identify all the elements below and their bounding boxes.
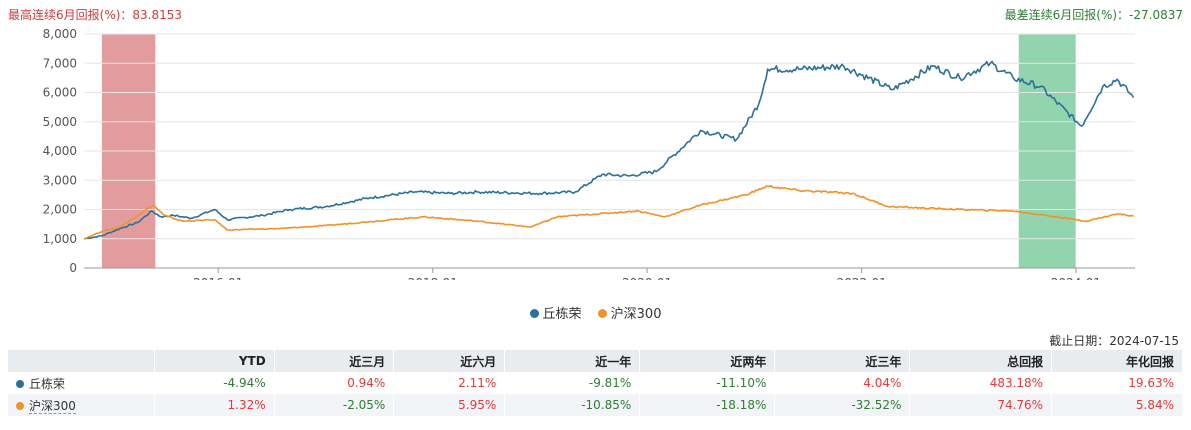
x-tick-label: 2020-01 <box>622 276 672 280</box>
row-name-cell: 沪深300 <box>8 394 155 416</box>
row-dot-index <box>16 401 24 410</box>
x-tick-label: 2022-01 <box>837 276 887 280</box>
x-tick-label: 2018-01 <box>408 276 458 280</box>
table-cell: -9.81% <box>504 372 641 394</box>
y-tick-label: 6,000 <box>43 86 77 100</box>
table-cell: -32.52% <box>774 394 911 416</box>
chart-legend: 丘栋荣 沪深300 <box>0 303 1191 322</box>
table-cell: 5.95% <box>393 394 506 416</box>
col-ytd: YTD <box>154 350 275 372</box>
as-of-date: 截止日期：2024-07-15 <box>1049 334 1179 348</box>
row-name-manager[interactable]: 丘栋荣 <box>29 376 66 391</box>
table-row: 沪深300 1.32% -2.05% 5.95% -10.85% -18.18%… <box>8 394 1183 416</box>
table-cell: -4.94% <box>154 372 275 394</box>
legend-dot-manager <box>529 309 539 318</box>
y-tick-label: 4,000 <box>43 144 77 158</box>
table-cell: 74.76% <box>909 394 1053 416</box>
series-line-manager <box>83 60 1135 240</box>
x-tick-label: 2024-01 <box>1051 276 1101 280</box>
row-name-index[interactable]: 沪深300 <box>29 398 76 414</box>
row-name-cell: 丘栋荣 <box>8 372 155 394</box>
table-cell: -10.85% <box>504 394 641 416</box>
table-cell: -18.18% <box>639 394 776 416</box>
table-row: 丘栋荣 -4.94% 0.94% 2.11% -9.81% -11.10% 4.… <box>8 372 1183 394</box>
col-1y: 近一年 <box>504 350 641 372</box>
table-cell: -2.05% <box>274 394 395 416</box>
best-6m-return-label: 最高连续6月回报(%)：83.8153 <box>8 8 183 22</box>
table-cell: 5.84% <box>1051 394 1183 416</box>
col-2y: 近两年 <box>639 350 776 372</box>
x-tick-label: 2016-01 <box>193 276 243 280</box>
legend-label-manager: 丘栋荣 <box>542 307 582 322</box>
y-tick-label: 3,000 <box>43 173 77 187</box>
table-header-name <box>8 350 155 372</box>
table-cell: 1.32% <box>154 394 275 416</box>
y-tick-label: 8,000 <box>43 27 77 41</box>
row-dot-manager <box>16 379 24 388</box>
col-total: 总回报 <box>909 350 1053 372</box>
y-tick-label: 7,000 <box>43 56 77 70</box>
table-header-row: YTD 近三月 近六月 近一年 近两年 近三年 总回报 年化回报 <box>8 350 1183 372</box>
legend-label-index: 沪深300 <box>610 307 662 322</box>
performance-table: YTD 近三月 近六月 近一年 近两年 近三年 总回报 年化回报 丘栋荣 -4.… <box>8 350 1183 416</box>
series-line-index <box>83 185 1134 240</box>
table-cell: 4.04% <box>774 372 911 394</box>
y-tick-label: 1,000 <box>43 232 77 246</box>
y-tick-label: 2,000 <box>43 203 77 217</box>
table-cell: 0.94% <box>274 372 395 394</box>
line-chart: 0 1,000 2,000 3,000 4,000 5,000 6,000 7,000 8,00… <box>43 27 1135 280</box>
legend-dot-index <box>597 309 607 318</box>
legend-item-manager[interactable]: 丘栋荣 <box>529 303 582 322</box>
y-tick-label: 5,000 <box>43 115 77 129</box>
table-cell: 19.63% <box>1051 372 1183 394</box>
col-3m: 近三月 <box>274 350 395 372</box>
col-6m: 近六月 <box>393 350 506 372</box>
table-cell: -11.10% <box>639 372 776 394</box>
worst-6m-return-label: 最差连续6月回报(%)：-27.0837 <box>1004 8 1183 22</box>
col-annualized: 年化回报 <box>1051 350 1183 372</box>
table-cell: 483.18% <box>909 372 1053 394</box>
col-3y: 近三年 <box>774 350 911 372</box>
legend-item-index[interactable]: 沪深300 <box>597 303 662 322</box>
y-tick-label: 0 <box>69 261 77 275</box>
table-cell: 2.11% <box>393 372 506 394</box>
